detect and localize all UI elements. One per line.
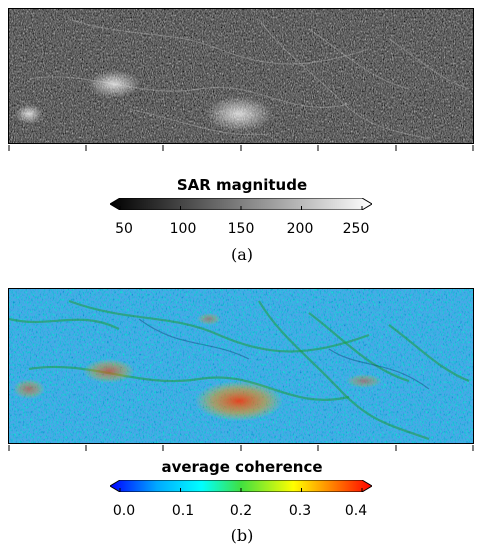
colorbar-tick-label: 50: [115, 221, 133, 237]
sar-magnitude-image: [8, 8, 474, 144]
colorbar-tick-label: 200: [286, 221, 314, 237]
panel-caption: (b): [230, 526, 254, 545]
colorbar-tick-label: 0.4: [344, 503, 368, 519]
colorbar-tick-label: 100: [169, 221, 197, 237]
average-coherence-colorbar: [110, 480, 372, 492]
image-frame-ticks: [8, 145, 474, 151]
colorbar-tick-label: 0.0: [112, 503, 136, 519]
colorbar-tick-label: 0.3: [288, 503, 312, 519]
image-frame-ticks: [8, 445, 474, 451]
sar-magnitude-colorbar: [110, 198, 372, 210]
colorbar-tick-label: 0.1: [171, 503, 195, 519]
colorbar-title: SAR magnitude: [176, 176, 308, 194]
colorbar-tick-label: 0.2: [229, 503, 253, 519]
colorbar-tick-label: 150: [227, 221, 255, 237]
colorbar-title: average coherence: [161, 458, 323, 476]
average-coherence-image: [8, 288, 474, 444]
colorbar-tick-label: 250: [342, 221, 370, 237]
panel-caption: (a): [230, 245, 254, 264]
